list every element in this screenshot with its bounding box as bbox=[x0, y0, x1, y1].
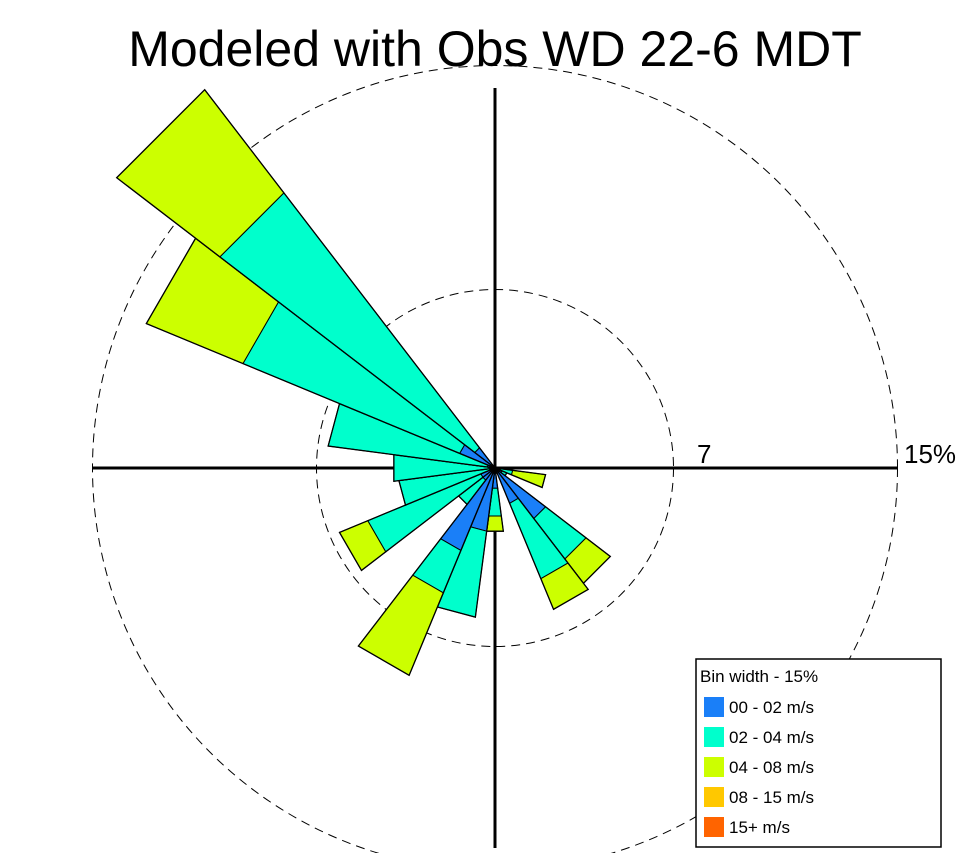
legend: Bin width - 15% 00 - 02 m/s 02 - 04 m/s 04… bbox=[695, 658, 942, 848]
legend-swatch-1 bbox=[704, 727, 724, 747]
sector-outline-315 bbox=[115, 88, 496, 469]
sector-outline-210 bbox=[357, 467, 496, 677]
legend-swatch-0 bbox=[704, 697, 724, 717]
legend-title: Bin width - 15% bbox=[700, 667, 818, 686]
legend-swatch-3 bbox=[704, 787, 724, 807]
legend-label-2: 04 - 08 m/s bbox=[729, 758, 814, 777]
chart-title: Modeled with Obs WD 22-6 MDT bbox=[128, 21, 862, 77]
sector-240 bbox=[338, 467, 496, 572]
sector-150 bbox=[494, 467, 590, 611]
sector-300 bbox=[145, 237, 496, 469]
ring-label-inner: 7 bbox=[697, 439, 711, 469]
sector-210 bbox=[357, 467, 496, 677]
legend-label-1: 02 - 04 m/s bbox=[729, 728, 814, 747]
sector-315 bbox=[115, 88, 496, 469]
legend-items: 00 - 02 m/s 02 - 04 m/s 04 - 08 m/s 08 - 15… bbox=[704, 697, 814, 837]
legend-label-4: 15+ m/s bbox=[729, 818, 790, 837]
legend-label-3: 08 - 15 m/s bbox=[729, 788, 814, 807]
sector-outline-105 bbox=[494, 467, 547, 489]
legend-box bbox=[695, 658, 942, 848]
legend-label-0: 00 - 02 m/s bbox=[729, 698, 814, 717]
ring-label-outer: 15% bbox=[904, 439, 956, 469]
wedges bbox=[115, 88, 612, 677]
legend-swatch-4 bbox=[704, 817, 724, 837]
wedge-180-bin-2 bbox=[486, 515, 504, 532]
sector-outline-150 bbox=[494, 467, 590, 611]
legend-swatch-2 bbox=[704, 757, 724, 777]
sector-180 bbox=[485, 467, 505, 532]
